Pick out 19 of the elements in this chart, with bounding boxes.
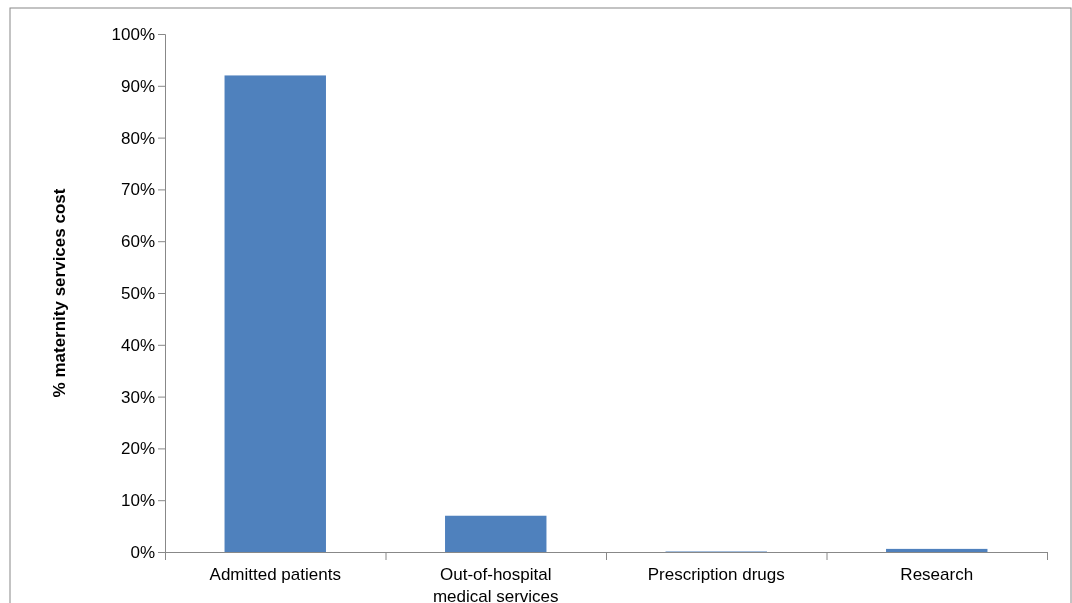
y-tick-label: 90%	[120, 76, 155, 96]
y-tick-label: 40%	[120, 335, 155, 355]
x-tick-label: Research	[900, 565, 974, 584]
y-tick-label: 50%	[120, 283, 155, 303]
y-tick-label: 60%	[120, 232, 155, 252]
y-tick-label: 80%	[120, 128, 155, 148]
y-tick-label: 10%	[120, 491, 155, 511]
x-tick-label: Prescription drugs	[647, 565, 785, 584]
bar	[886, 548, 988, 552]
y-tick-label: 30%	[120, 387, 155, 407]
bar	[224, 75, 326, 552]
y-tick-label: 70%	[120, 180, 155, 200]
x-tick-label: Admitted patients	[209, 565, 341, 584]
y-tick-label: 100%	[111, 24, 155, 44]
x-tick-label: Out-of-hospital medical services	[432, 565, 559, 603]
y-tick-label: 20%	[120, 439, 155, 459]
bar	[445, 515, 547, 552]
y-tick-label: 0%	[130, 542, 155, 562]
y-axis-title: % maternity services cost	[50, 188, 69, 398]
